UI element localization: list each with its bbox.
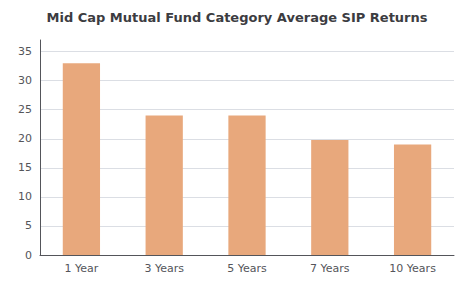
svg-text:10 Years: 10 Years xyxy=(389,262,436,275)
svg-text:10: 10 xyxy=(18,190,32,203)
svg-text:7 Years: 7 Years xyxy=(310,262,350,275)
svg-text:3 Years: 3 Years xyxy=(144,262,184,275)
svg-text:30: 30 xyxy=(18,74,32,87)
svg-text:35: 35 xyxy=(18,45,32,58)
svg-text:0: 0 xyxy=(25,249,32,262)
svg-text:25: 25 xyxy=(18,103,32,116)
svg-text:5: 5 xyxy=(25,219,32,232)
svg-text:15: 15 xyxy=(18,161,32,174)
svg-text:5 Years: 5 Years xyxy=(227,262,267,275)
svg-text:Mid Cap Mutual Fund Category A: Mid Cap Mutual Fund Category Average SIP… xyxy=(46,10,427,25)
svg-text:1 Year: 1 Year xyxy=(65,262,99,275)
svg-text:20: 20 xyxy=(18,132,32,145)
